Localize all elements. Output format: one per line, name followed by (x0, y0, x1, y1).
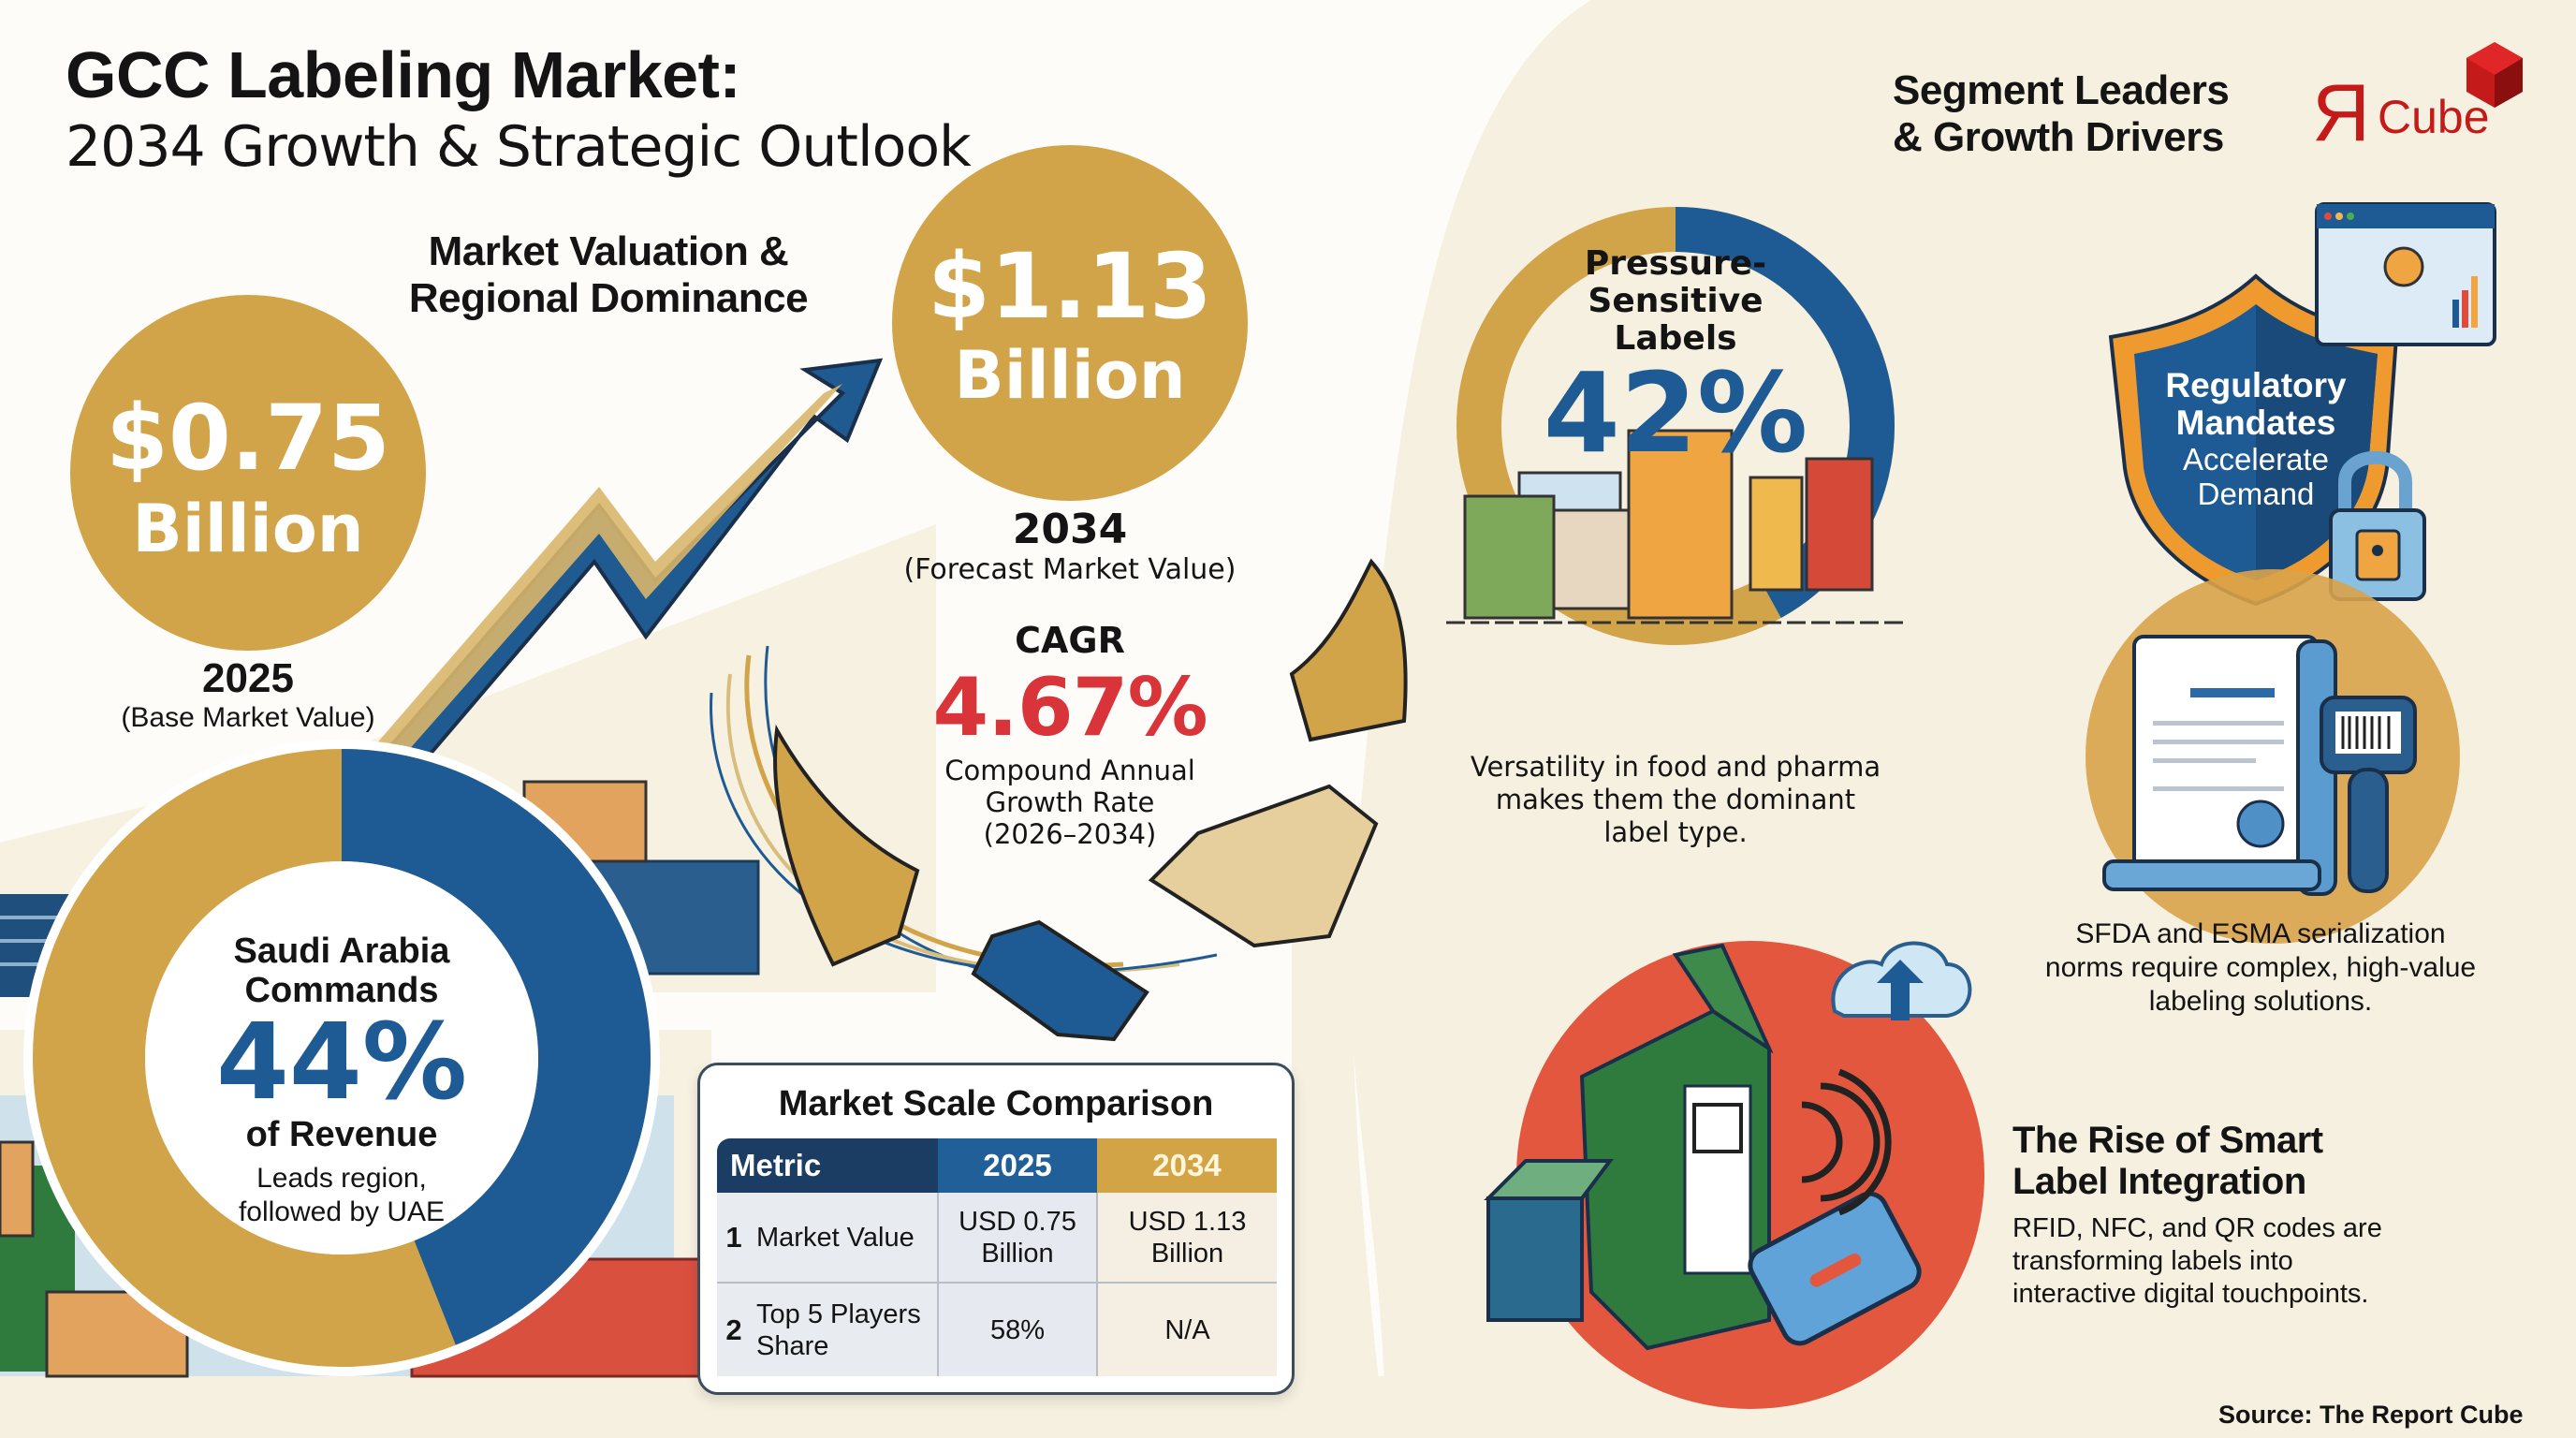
ps-line3: Labels (1614, 319, 1737, 358)
comparison-table: Metric 2025 2034 1 Market Value USD 0.75… (717, 1138, 1277, 1376)
metric-line1: Top 5 Players (756, 1299, 921, 1329)
padlock-icon (2329, 450, 2426, 601)
sfda-line3: labeling solutions. (2148, 986, 2373, 1017)
value-2025-line2: Billion (981, 1238, 1054, 1269)
column-header-2034: 2034 (1097, 1138, 1277, 1193)
base-value-unit: Billion (132, 491, 364, 567)
segments-title-line2: & Growth Drivers (1893, 114, 2224, 160)
barcode-scanner-icon (2320, 696, 2417, 893)
market-scale-comparison-card: Market Scale Comparison Metric 2025 2034… (697, 1063, 1295, 1395)
forecast-value-unit: Billion (954, 337, 1186, 414)
smart-desc-line1: RFID, NFC, and QR codes are (2012, 1213, 2382, 1243)
saudi-share-donut-segment (33, 749, 651, 1367)
pressure-sensitive-desc: Versatility in food and pharma makes the… (1442, 751, 1910, 849)
smart-title-line2: Label Integration (2012, 1161, 2306, 1202)
column-header-2025: 2025 (938, 1138, 1097, 1193)
forecast-value-coin (892, 145, 1248, 501)
saudi-note-line1: Leads region, (256, 1163, 427, 1194)
cagr-value: 4.67% (932, 661, 1208, 755)
ps-desc-line3: label type. (1603, 816, 1748, 848)
segments-section-title: Segment Leaders & Growth Drivers (1893, 67, 2230, 161)
cagr-desc-line2: Growth Rate (985, 786, 1155, 818)
valuation-section-title: Market Valuation & Regional Dominance (374, 228, 842, 322)
table-title: Market Scale Comparison (778, 1084, 1214, 1123)
logo-text: Cube (2378, 91, 2490, 143)
table-row: 2 Top 5 Players Share 58% N/A (717, 1283, 1277, 1376)
reg-line4: Demand (2197, 477, 2315, 511)
segments-title-line1: Segment Leaders (1893, 67, 2230, 113)
source-credit: Source: The Report Cube (2218, 1401, 2524, 1429)
smart-label-title: The Rise of Smart Label Integration (2012, 1120, 2323, 1202)
forecast-year: 2034 (1012, 506, 1128, 553)
cagr-label: CAGR (1015, 620, 1125, 661)
growth-arrow-icon (351, 358, 884, 788)
pressure-sensitive-block: Pressure- Sensitive Labels 42% (1488, 244, 1863, 477)
row-metric: Market Value (751, 1193, 938, 1284)
forecast-year-block: 2034 (Forecast Market Value) (883, 506, 1257, 586)
forecast-value: $1.13 Billion (892, 242, 1248, 408)
value-2025-line1: USD 0.75 (959, 1206, 1076, 1237)
ps-line2: Sensitive (1588, 282, 1764, 320)
ps-line1: Pressure- (1584, 244, 1767, 283)
smart-desc-line2: transforming labels into (2012, 1246, 2293, 1276)
base-caption: (Base Market Value) (121, 702, 375, 733)
table-row: 1 Market Value USD 0.75 Billion USD 1.13… (717, 1193, 1277, 1284)
base-value: $0.75 Billion (70, 393, 426, 562)
saudi-share-block: Saudi Arabia Commands 44% of Revenue Lea… (154, 932, 529, 1229)
row-value-2025: USD 0.75 Billion (937, 1193, 1097, 1284)
sfda-line1: SFDA and ESMA serialization (2075, 918, 2446, 949)
row-metric: Top 5 Players Share (751, 1283, 938, 1376)
value-2034-line1: USD 1.13 (1128, 1206, 1247, 1237)
cagr-block: CAGR 4.67% Compound Annual Growth Rate (… (883, 620, 1257, 850)
base-year: 2025 (202, 655, 294, 701)
sfda-desc: SFDA and ESMA serialization norms requir… (2012, 917, 2509, 1019)
row-value-2034: N/A (1096, 1283, 1277, 1376)
saudi-note-line2: followed by UAE (238, 1196, 446, 1227)
saudi-percent: 44% (215, 1002, 468, 1123)
price-tags-icon (773, 558, 1408, 1042)
forecast-caption: (Forecast Market Value) (903, 553, 1237, 586)
regulatory-block: Regulatory Mandates Accelerate Demand (2125, 366, 2387, 512)
base-value-coin (70, 295, 426, 651)
reg-line2: Mandates (2175, 404, 2336, 442)
pressure-donut-segment (1456, 207, 1895, 645)
regulatory-shield-icon (2108, 273, 2399, 607)
ps-percent: 42% (1543, 348, 1808, 477)
column-header-metric: Metric (717, 1138, 938, 1193)
valuation-title-line2: Regional Dominance (408, 275, 809, 321)
base-year-block: 2025 (Base Market Value) (61, 655, 435, 734)
reg-line3: Accelerate (2183, 442, 2329, 477)
serialization-document-icon (2086, 569, 2460, 944)
page-subtitle: 2034 Growth & Strategic Outlook (66, 114, 972, 180)
ps-desc-line1: Versatility in food and pharma (1470, 751, 1881, 783)
smart-label-illustration (1484, 941, 1984, 1409)
ps-desc-line2: makes them the dominant (1495, 784, 1856, 815)
smart-label-desc: RFID, NFC, and QR codes are transforming… (2012, 1212, 2382, 1311)
cagr-desc-line3: (2026–2034) (983, 818, 1157, 850)
cagr-desc-line1: Compound Annual (944, 755, 1195, 786)
saudi-line1: Saudi Arabia (233, 932, 450, 971)
row-number: 2 (717, 1283, 751, 1376)
logo-cube-icon (2466, 42, 2523, 108)
row-value-2025: 58% (937, 1283, 1097, 1376)
food-pharma-products-icon (1446, 429, 1905, 624)
value-2034-line2: Billion (1150, 1238, 1224, 1269)
saudi-line3: of Revenue (245, 1115, 438, 1154)
smart-title-line1: The Rise of Smart (2012, 1120, 2323, 1161)
base-value-amount: $0.75 (106, 386, 390, 491)
forecast-value-amount: $1.13 (928, 234, 1212, 339)
smart-desc-line3: interactive digital touchpoints. (2012, 1279, 2369, 1309)
logo-r-glyph: R (2312, 68, 2371, 158)
valuation-title-line1: Market Valuation & (428, 228, 789, 274)
saudi-line2: Commands (244, 971, 439, 1010)
metric-line2: Share (756, 1330, 829, 1361)
row-value-2034: USD 1.13 Billion (1096, 1193, 1277, 1284)
page-title: GCC Labeling Market: (66, 38, 741, 111)
certificate-window-icon (2315, 202, 2496, 346)
row-number: 1 (717, 1193, 751, 1284)
sfda-line2: norms require complex, high-value (2044, 952, 2477, 983)
reg-line1: Regulatory (2165, 366, 2347, 404)
